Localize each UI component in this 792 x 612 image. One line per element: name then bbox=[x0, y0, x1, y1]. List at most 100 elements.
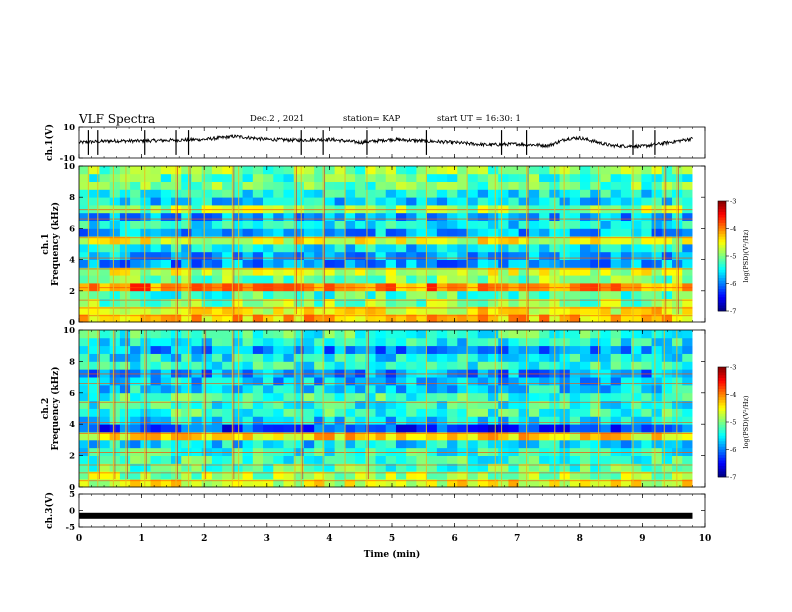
ch2-cell bbox=[355, 353, 366, 362]
ch1-cell bbox=[600, 259, 612, 268]
ch2-cell bbox=[457, 432, 468, 441]
ch1-cell bbox=[222, 189, 233, 198]
ch2-cell bbox=[498, 384, 509, 394]
ch1-cell bbox=[580, 267, 591, 276]
ch1-cell bbox=[620, 259, 632, 268]
ch1-cell bbox=[610, 236, 622, 245]
ch1-cell bbox=[498, 251, 509, 260]
ch1-cell bbox=[140, 298, 151, 307]
ch1-cell bbox=[569, 228, 581, 237]
ch1-cell bbox=[518, 220, 530, 229]
ch2-cell bbox=[324, 424, 336, 433]
ch1-cell bbox=[518, 197, 530, 206]
ch2-cell bbox=[365, 369, 376, 378]
ch1-cell bbox=[293, 181, 305, 190]
ch2-cell bbox=[508, 447, 520, 456]
ch1-cell bbox=[273, 205, 284, 214]
ch2-cell bbox=[610, 408, 622, 417]
ch1-colorbar-cell bbox=[718, 275, 726, 279]
ch1-cell bbox=[682, 314, 693, 323]
figure-title: VLF Spectra bbox=[79, 112, 156, 126]
ch2-cell bbox=[487, 432, 499, 441]
ch2-cell bbox=[539, 361, 550, 370]
ch1-cell bbox=[324, 181, 336, 190]
ch2-cell bbox=[569, 400, 581, 409]
ch2-cell bbox=[477, 392, 489, 402]
ch2-cell bbox=[436, 377, 448, 386]
ch1-cell bbox=[385, 267, 397, 276]
ch1-cell bbox=[447, 275, 458, 284]
ch1-cell bbox=[211, 166, 223, 175]
ch1-cell bbox=[477, 236, 489, 245]
ch1-cell bbox=[242, 244, 254, 253]
ch1-cell bbox=[631, 283, 642, 292]
ch1-cell bbox=[580, 298, 591, 307]
ch2-cell bbox=[518, 416, 530, 425]
ch2-cell bbox=[508, 353, 520, 362]
ch1-cell bbox=[580, 205, 591, 214]
ch1-cell bbox=[487, 228, 499, 237]
ch2-cell bbox=[89, 439, 100, 449]
ch2-cell bbox=[314, 361, 325, 370]
ch1-cell bbox=[324, 259, 336, 268]
ch1-cell bbox=[130, 251, 141, 260]
ch1-cell bbox=[160, 181, 172, 190]
ch2-cell bbox=[324, 377, 336, 386]
ch1-cell bbox=[682, 236, 693, 245]
ch1-cell bbox=[477, 197, 489, 206]
ch1-cell bbox=[160, 244, 172, 253]
ch2-cell bbox=[150, 369, 162, 378]
ch2-cell bbox=[539, 416, 550, 425]
ch2-spectrogram bbox=[79, 330, 693, 488]
ch1-cell bbox=[130, 181, 141, 190]
ch1-cell bbox=[457, 290, 468, 299]
ch2-cell bbox=[651, 416, 663, 425]
ch2-cell bbox=[620, 479, 632, 488]
ch1-cell bbox=[498, 259, 509, 268]
ch2-cell bbox=[150, 479, 162, 488]
ch2-cell bbox=[641, 392, 652, 402]
ch2-cell bbox=[559, 353, 571, 362]
ch2-cell bbox=[263, 408, 274, 417]
ch1-cell bbox=[539, 212, 550, 221]
ch2-cell bbox=[467, 337, 479, 347]
ch1-cell bbox=[416, 228, 428, 237]
ch2-cell bbox=[324, 432, 336, 441]
ch2-cell bbox=[293, 471, 305, 480]
ch1-cell bbox=[375, 259, 387, 268]
ch2-cell bbox=[252, 400, 264, 409]
ch2-cell bbox=[528, 416, 540, 425]
ch2-cell bbox=[355, 408, 366, 417]
ch2-cell bbox=[365, 337, 376, 347]
ch1-cell bbox=[222, 205, 233, 214]
ch2-cell bbox=[365, 447, 376, 456]
ch3-voltage-trace bbox=[79, 512, 693, 519]
ch2-cell bbox=[580, 432, 591, 441]
ch2-cell bbox=[191, 439, 203, 449]
ch1-cell bbox=[365, 314, 376, 323]
ch1-cell bbox=[600, 236, 612, 245]
ch2-cell bbox=[620, 369, 632, 378]
x-tick-label: 5 bbox=[389, 534, 395, 544]
ch2-cell bbox=[314, 337, 325, 347]
ch1-cell bbox=[303, 290, 315, 299]
ch2-cell bbox=[273, 463, 284, 472]
ch1-colorbar-cell bbox=[718, 236, 726, 240]
ch2-cell bbox=[518, 345, 530, 354]
ch1-cell bbox=[283, 212, 295, 221]
ch1-cell bbox=[283, 166, 295, 175]
ch1-cell bbox=[559, 298, 571, 307]
ch1-cell bbox=[395, 205, 407, 214]
ch1-cell bbox=[467, 290, 479, 299]
ch1-colorbar-cell bbox=[718, 302, 726, 306]
ch2-cell bbox=[150, 408, 162, 417]
ch2-cell bbox=[436, 330, 448, 339]
ch1-cell bbox=[191, 212, 203, 221]
ch2-cell bbox=[385, 471, 397, 480]
ch1-cell bbox=[426, 290, 438, 299]
ch2-cell bbox=[498, 353, 509, 362]
ch2-cell bbox=[416, 392, 428, 402]
ch2-cell bbox=[283, 439, 295, 449]
ch2-cell bbox=[314, 408, 325, 417]
ch2-cell bbox=[528, 337, 540, 347]
